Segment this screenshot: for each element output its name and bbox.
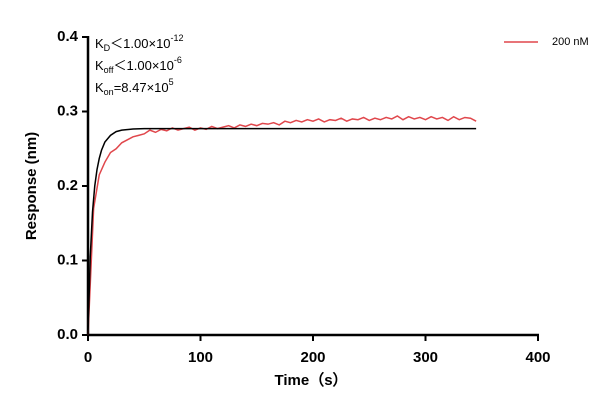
annotation-main: K: [95, 80, 104, 95]
annotation-text: ＜1.00×10: [114, 58, 174, 73]
annotation-sup: -12: [171, 33, 184, 43]
y-tick-label: 0.1: [57, 251, 78, 268]
x-tick-label: 400: [525, 349, 550, 366]
y-tick-label: 0.4: [57, 28, 79, 45]
annotation-text: ＜1.00×10: [110, 36, 170, 51]
y-tick-label: 0.0: [57, 326, 78, 343]
x-tick-label: 0: [84, 349, 92, 366]
y-axis-title: Response (nm): [23, 132, 40, 240]
annotation-sup: 5: [169, 77, 174, 87]
annotation: KD＜1.00×10-12: [95, 33, 184, 53]
annotation-sup: -6: [174, 55, 182, 65]
annotation: Koff＜1.00×10-6: [95, 55, 182, 75]
annotation-sub: D: [104, 43, 111, 53]
data-line: [87, 127, 477, 336]
annotation-sub: on: [104, 87, 114, 97]
data-line: [87, 115, 477, 336]
annotation-text: =8.47×10: [114, 80, 169, 95]
x-axis-title: Time（s）: [274, 371, 347, 389]
annotation: Kon=8.47×105: [95, 77, 174, 97]
x-tick-label: 100: [188, 349, 213, 366]
y-tick-label: 0.3: [57, 102, 78, 119]
annotation-sub: off: [104, 65, 114, 75]
x-tick-label: 200: [300, 349, 325, 366]
x-tick-label: 300: [413, 349, 438, 366]
y-tick-label: 0.2: [57, 177, 78, 194]
legend-label: 200 nM: [552, 36, 589, 48]
annotation-main: K: [95, 58, 104, 73]
annotation-main: K: [95, 36, 104, 51]
